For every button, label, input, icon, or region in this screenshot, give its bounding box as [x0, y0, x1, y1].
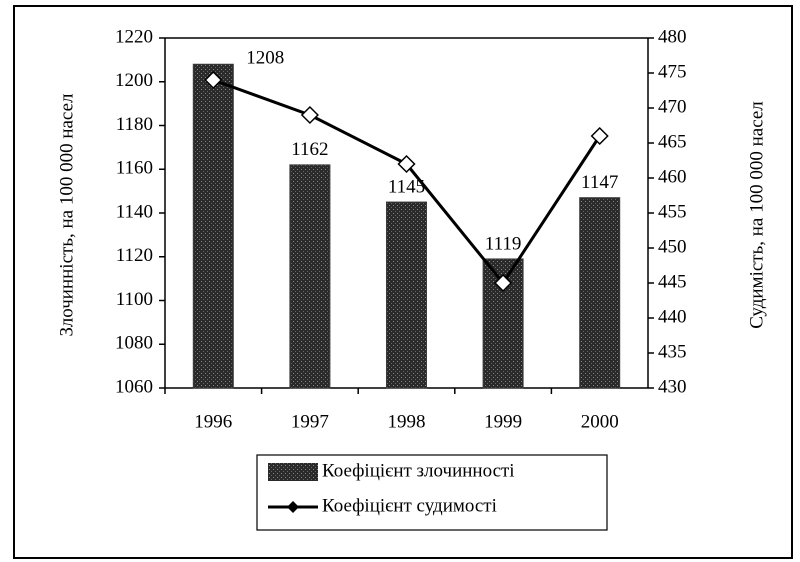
legend-label: Коефіцієнт злочинності — [322, 460, 515, 481]
x-tick-label: 1998 — [388, 411, 426, 432]
y-tick-label: 1060 — [115, 376, 153, 397]
x-tick-label: 1999 — [484, 411, 522, 432]
bar-label: 1208 — [246, 48, 284, 69]
y2-tick-label: 445 — [658, 271, 687, 292]
y2-tick-label: 435 — [658, 341, 687, 362]
y2-tick-label: 450 — [658, 236, 687, 257]
line-marker — [590, 126, 609, 146]
y-tick-label: 1100 — [116, 289, 153, 310]
y-tick-label: 1160 — [116, 158, 153, 179]
line-marker — [300, 105, 319, 125]
legend-swatch — [268, 463, 318, 481]
line-marker — [397, 154, 416, 174]
y2-tick-label: 475 — [658, 61, 687, 82]
y2-tick-label: 470 — [658, 96, 687, 117]
y-tick-label: 1200 — [115, 70, 153, 91]
y-tick-label: 1080 — [115, 333, 153, 354]
frame — [13, 5, 793, 559]
bar-label: 1162 — [291, 139, 328, 160]
bar — [386, 201, 427, 389]
legend-marker — [287, 501, 299, 513]
y2-tick-label: 480 — [658, 26, 687, 47]
y-tick-label: 1180 — [116, 114, 153, 135]
y2-tick-label: 460 — [658, 166, 687, 187]
y-tick-label: 1140 — [116, 201, 153, 222]
y-tick-label: 1120 — [116, 245, 153, 266]
x-tick-label: 1996 — [194, 411, 232, 432]
y2-tick-label: 465 — [658, 131, 687, 152]
x-tick-label: 1997 — [291, 411, 329, 432]
y-axis-title: Злочинність, на 100 000 насел — [56, 93, 77, 337]
bar-label: 1145 — [388, 176, 425, 197]
line-marker — [494, 273, 513, 293]
y2-tick-label: 455 — [658, 201, 687, 222]
bar — [579, 197, 621, 389]
bar — [192, 63, 234, 389]
y2-tick-label: 440 — [658, 306, 687, 327]
y2-tick-label: 430 — [658, 376, 687, 397]
y-tick-label: 1220 — [115, 26, 153, 47]
legend-label: Коефіцієнт судимості — [322, 495, 497, 516]
line-marker — [204, 70, 223, 90]
y2-axis-title: Судимість, на 100 000 насел — [746, 101, 767, 329]
bar-label: 1147 — [581, 172, 618, 193]
bar-label: 1119 — [485, 233, 522, 254]
x-tick-label: 2000 — [581, 411, 619, 432]
bar — [289, 164, 331, 389]
